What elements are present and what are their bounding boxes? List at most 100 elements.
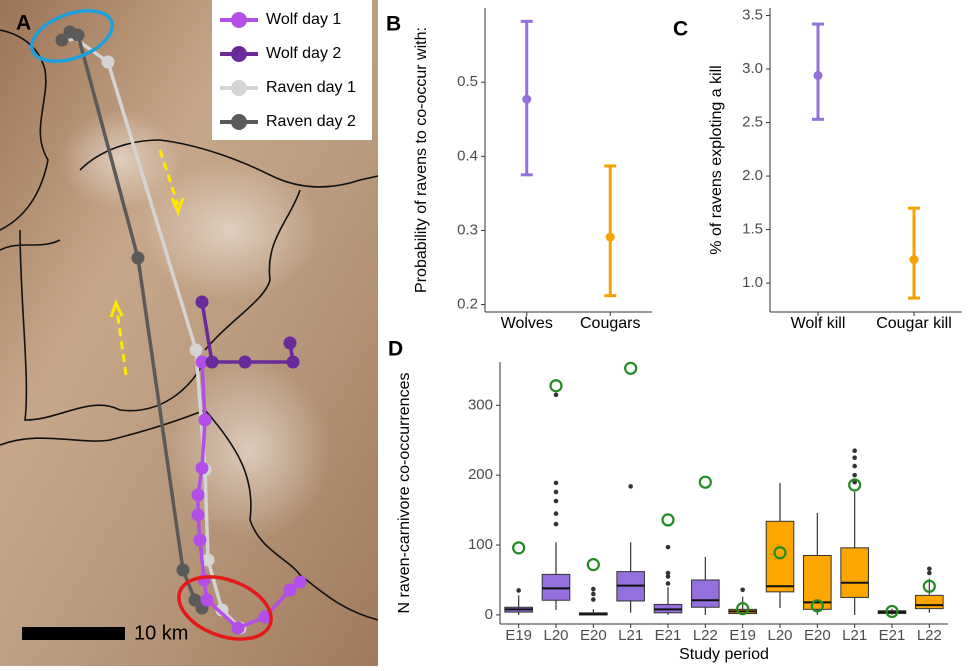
outlier: [852, 473, 857, 478]
x-tick-label: E19: [505, 627, 532, 644]
x-tick-label: Wolves: [501, 315, 553, 332]
x-tick-label: E21: [655, 627, 682, 644]
x-tick-label: L21: [842, 627, 867, 644]
panel-label: B: [386, 13, 401, 36]
track-point: [132, 252, 145, 265]
outlier: [666, 545, 671, 550]
track-point: [192, 509, 205, 522]
track-point: [102, 56, 115, 69]
outlier: [554, 393, 559, 398]
track-point: [232, 622, 245, 635]
charts: B Probability of ravens to co-occur with:…: [386, 6, 962, 663]
y-axis-title: % of ravens exploting a kill: [708, 65, 725, 254]
map: Wolf day 1 Wolf day 2 Raven day 1 Raven day…: [0, 0, 378, 666]
outlier: [852, 464, 857, 469]
observed: [513, 542, 524, 553]
scale-bar: [22, 627, 125, 640]
legend-label: Raven day 1: [266, 79, 356, 96]
observed: [588, 559, 599, 570]
legend-dot: [231, 80, 247, 96]
outlier: [666, 581, 671, 586]
y-tick-label: 2.5: [742, 114, 763, 131]
track-point: [201, 594, 214, 607]
outlier: [554, 511, 559, 516]
x-tick-label: E20: [804, 627, 831, 644]
observed: [551, 380, 562, 391]
point: [606, 233, 615, 242]
x-tick-label: L22: [693, 627, 718, 644]
outlier: [554, 490, 559, 495]
track-point: [72, 29, 85, 42]
observed: [700, 477, 711, 488]
outlier: [666, 571, 671, 576]
outlier: [591, 592, 596, 597]
track-point: [284, 337, 297, 350]
x-tick-label: Cougar kill: [876, 315, 952, 332]
track-point: [177, 564, 190, 577]
legend-dot: [231, 46, 247, 62]
point: [814, 71, 823, 80]
y-tick-label: 0: [485, 606, 493, 623]
legend-label: Wolf day 2: [266, 45, 341, 62]
legend-dot: [231, 12, 247, 28]
y-tick-label: 100: [468, 536, 493, 553]
outlier: [852, 455, 857, 460]
point: [910, 255, 919, 264]
outlier: [554, 499, 559, 504]
observed: [663, 514, 674, 525]
x-tick-label: Wolf kill: [791, 315, 846, 332]
track-point: [194, 534, 207, 547]
y-tick-label: 1.0: [742, 274, 763, 291]
legend-dot: [231, 114, 247, 130]
x-tick-label: E21: [879, 627, 906, 644]
track-point: [190, 344, 203, 357]
outlier: [852, 448, 857, 453]
panel-label: D: [388, 338, 403, 361]
y-tick-label: 3.5: [742, 6, 763, 23]
outlier: [628, 484, 633, 489]
track-point: [294, 576, 307, 589]
y-axis-title: Probability of ravens to co-occur with:: [413, 27, 430, 293]
track-point: [206, 356, 219, 369]
y-tick-label: 200: [468, 466, 493, 483]
figure: Wolf day 1 Wolf day 2 Raven day 1 Raven day…: [0, 0, 970, 666]
panel-label: A: [16, 12, 31, 35]
x-tick-label: L20: [767, 627, 792, 644]
y-tick-label: 2.0: [742, 167, 763, 184]
track-point: [287, 356, 300, 369]
y-tick-label: 3.0: [742, 60, 763, 77]
y-tick-label: 0.2: [457, 296, 478, 313]
y-tick-label: 0.3: [457, 221, 478, 238]
y-tick-label: 0.4: [457, 147, 478, 164]
box: [692, 580, 720, 607]
observed: [625, 363, 636, 374]
outlier: [554, 481, 559, 486]
x-tick-label: Cougars: [580, 315, 640, 332]
track-point: [192, 489, 205, 502]
x-tick-label: E19: [729, 627, 756, 644]
y-axis-title: N raven-carnivore co-occurrences: [396, 373, 413, 614]
legend-label: Wolf day 1: [266, 11, 341, 28]
track-point: [196, 462, 209, 475]
x-tick-label: L22: [917, 627, 942, 644]
y-tick-label: 300: [468, 396, 493, 413]
point: [522, 95, 531, 104]
outlier: [516, 588, 521, 593]
y-tick-label: 0.5: [457, 73, 478, 90]
x-tick-label: E20: [580, 627, 607, 644]
outlier: [740, 587, 745, 592]
panel-label: C: [673, 18, 688, 41]
scale-label: 10 km: [134, 622, 188, 644]
track-point: [196, 296, 209, 309]
y-tick-label: 1.5: [742, 221, 763, 238]
x-tick-label: L21: [618, 627, 643, 644]
outlier: [554, 522, 559, 527]
legend-label: Raven day 2: [266, 113, 356, 130]
outlier: [591, 587, 596, 592]
x-tick-label: L20: [543, 627, 568, 644]
box: [766, 521, 794, 592]
x-axis-title: Study period: [679, 646, 769, 663]
box: [916, 595, 944, 608]
box: [841, 548, 869, 598]
box: [542, 574, 570, 600]
